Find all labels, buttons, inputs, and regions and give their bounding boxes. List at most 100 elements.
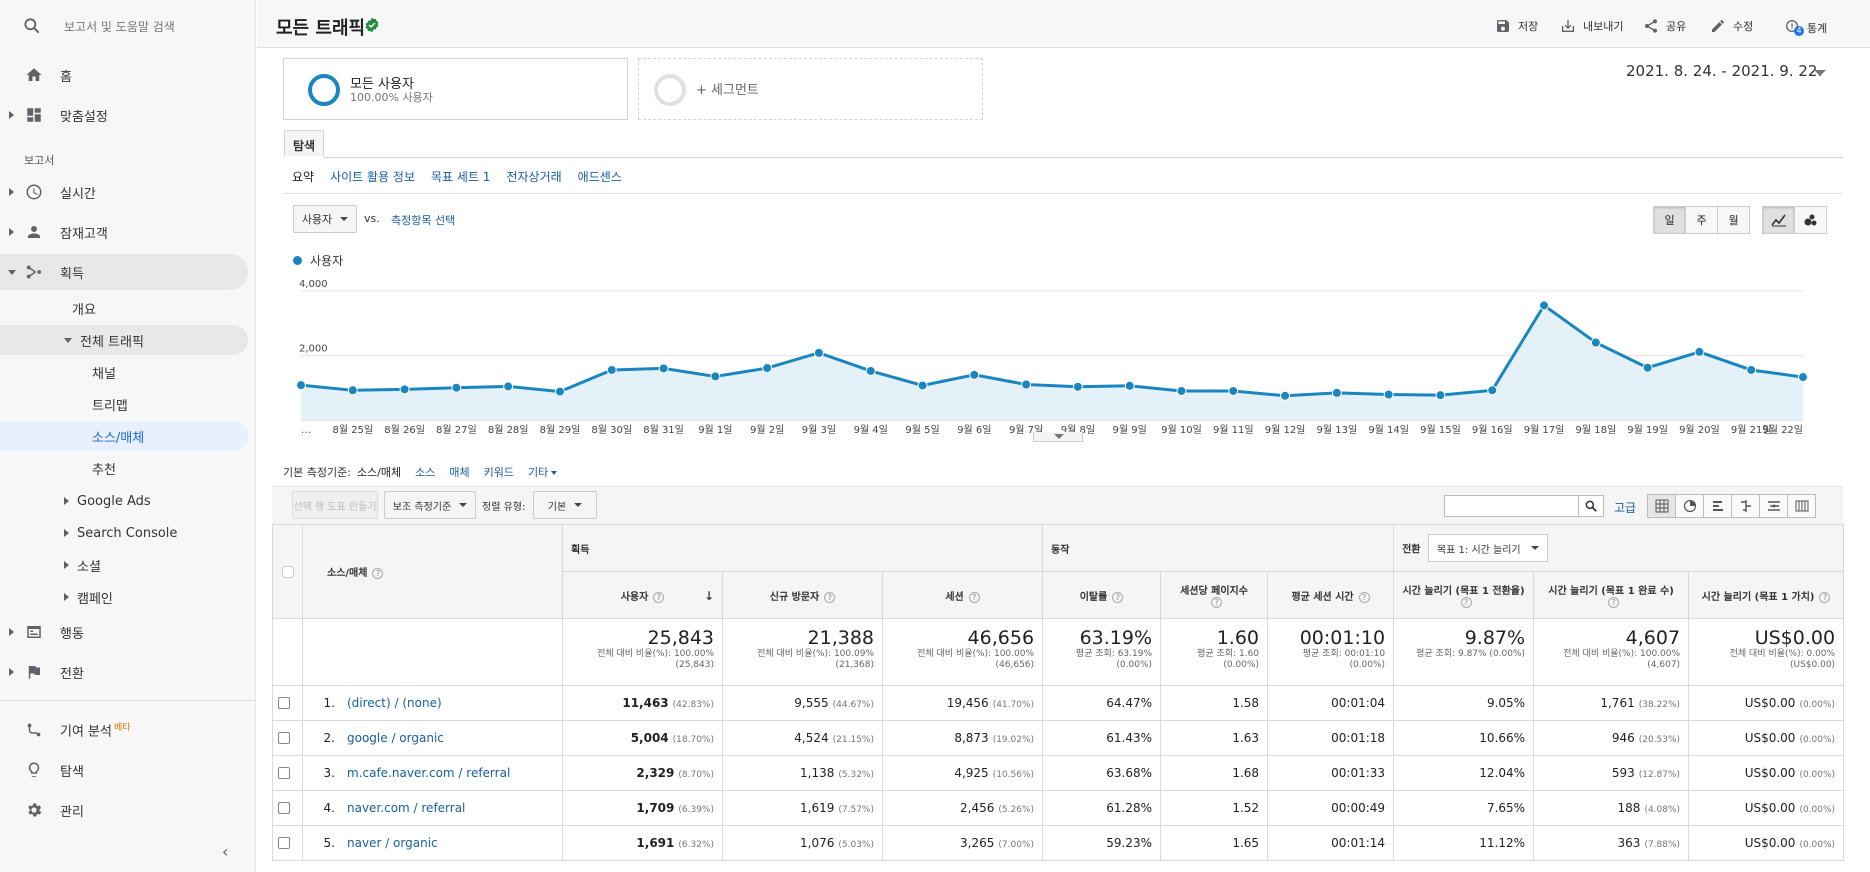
nav-campaigns[interactable]: 캠페인 — [64, 582, 113, 612]
save-button[interactable]: 저장 — [1495, 18, 1538, 34]
collapse-sidebar-button[interactable]: ‹ — [222, 842, 228, 861]
nav-search-console[interactable]: Search Console — [64, 518, 177, 548]
day-button[interactable]: 일 — [1653, 206, 1686, 234]
source-medium-link[interactable]: naver / organic — [347, 836, 438, 850]
metric-dropdown[interactable]: 사용자 — [293, 205, 357, 233]
nav-social[interactable]: 소셜 — [64, 550, 101, 580]
export-button[interactable]: 내보내기 — [1560, 18, 1623, 34]
pivot-view-button[interactable] — [1787, 494, 1816, 518]
col-goal-conversion-rate[interactable]: 시간 늘리기 (목표 1 전환율)? — [1394, 572, 1534, 619]
dimension-medium[interactable]: 매체 — [449, 464, 469, 480]
source-medium-link[interactable]: m.cafe.naver.com / referral — [347, 766, 510, 780]
share-button[interactable]: 공유 — [1643, 18, 1686, 34]
nav-acquisition[interactable]: 획득 — [0, 254, 248, 290]
help-icon[interactable]: ? — [1112, 592, 1123, 603]
nav-conversions[interactable]: 전환 — [0, 654, 248, 690]
edit-button[interactable]: 수정 — [1710, 18, 1753, 34]
col-sessions[interactable]: 세션? — [883, 572, 1043, 619]
subtabs: 요약 사이트 활용 정보 목표 세트 1 전자상거래 애드센스 — [292, 168, 622, 185]
row-checkbox[interactable] — [278, 837, 290, 849]
sort-type-dropdown[interactable]: 기본 — [533, 491, 597, 519]
secondary-dimension-dropdown[interactable]: 보조 측정기준 — [384, 491, 476, 519]
help-icon[interactable]: ? — [1819, 592, 1830, 603]
tab-explore[interactable]: 탐색 — [284, 130, 324, 158]
nav-attribution[interactable]: 기여 분석 베타 — [0, 712, 248, 748]
row-checkbox[interactable] — [278, 802, 290, 814]
nav-treemap[interactable]: 트리맵 — [92, 389, 128, 419]
week-button[interactable]: 주 — [1685, 206, 1718, 234]
nav-behavior[interactable]: 행동 — [0, 614, 248, 650]
help-icon[interactable]: ? — [1461, 597, 1472, 608]
nav-source-medium[interactable]: 소스/매체 — [0, 421, 248, 451]
nav-discover[interactable]: 탐색 — [0, 752, 248, 788]
subtab-summary[interactable]: 요약 — [292, 168, 314, 185]
col-pages-per-session[interactable]: 세션당 페이지수? — [1161, 572, 1268, 619]
segment-all-users[interactable]: 모든 사용자 100.00% 사용자 — [283, 58, 628, 120]
table-search-button[interactable] — [1578, 495, 1604, 517]
comparison-view-button[interactable] — [1731, 494, 1760, 518]
help-icon[interactable]: ? — [1211, 597, 1222, 608]
goal-dropdown[interactable]: 목표 1: 시간 늘리기 — [1428, 534, 1548, 562]
chevron-down-icon[interactable] — [1814, 70, 1826, 76]
table-search-input[interactable] — [1444, 495, 1579, 517]
plot-rows-button[interactable]: 선택 행 도표 만들기 — [292, 491, 378, 519]
goal-value-cell: US$0.00 (0.00%) — [1689, 791, 1844, 826]
data-view-button[interactable] — [1647, 494, 1676, 518]
nav-all-traffic[interactable]: 전체 트래픽 — [0, 325, 248, 355]
subtab-adsense[interactable]: 애드센스 — [578, 168, 622, 185]
help-icon[interactable]: ? — [1608, 597, 1619, 608]
subtab-ecommerce[interactable]: 전자상거래 — [506, 168, 561, 185]
subtab-site-usage[interactable]: 사이트 활용 정보 — [330, 168, 415, 185]
help-icon[interactable]: ? — [1359, 592, 1370, 603]
nav-audience[interactable]: 잠재고객 — [0, 214, 248, 250]
advanced-filter-link[interactable]: 고급 — [1614, 499, 1636, 516]
dimension-other-dropdown[interactable]: 기타 — [528, 464, 557, 480]
data-point — [1384, 390, 1393, 399]
dimension-header[interactable]: 소스/매체? — [303, 525, 563, 619]
add-segment-button[interactable]: + 세그먼트 — [638, 58, 983, 120]
help-icon[interactable]: ? — [969, 592, 980, 603]
insights-button[interactable]: 4 통계 — [1784, 18, 1827, 37]
total-value: US$0.00 — [1693, 627, 1835, 649]
dimension-keyword[interactable]: 키워드 — [484, 464, 514, 480]
term-cloud-view-button[interactable] — [1759, 494, 1788, 518]
performance-view-button[interactable] — [1703, 494, 1732, 518]
col-new-users[interactable]: 신규 방문자? — [723, 572, 883, 619]
chart-resize-handle[interactable] — [1033, 432, 1083, 442]
nav-customization[interactable]: 맞춤설정 — [0, 97, 248, 133]
line-chart-button[interactable] — [1762, 206, 1795, 234]
col-goal-value[interactable]: 시간 늘리기 (목표 1 가치)? — [1689, 572, 1844, 619]
dimension-source[interactable]: 소스 — [415, 464, 435, 480]
help-icon[interactable]: ? — [824, 592, 835, 603]
month-button[interactable]: 월 — [1717, 206, 1750, 234]
percentage-view-button[interactable] — [1675, 494, 1704, 518]
source-medium-link[interactable]: (direct) / (none) — [347, 696, 442, 710]
subtab-goal-set-1[interactable]: 목표 세트 1 — [431, 168, 490, 185]
nav-home[interactable]: 홈 — [0, 57, 248, 93]
row-checkbox[interactable] — [278, 767, 290, 779]
col-goal-completions[interactable]: 시간 늘리기 (목표 1 완료 수)? — [1534, 572, 1689, 619]
col-bounce-rate[interactable]: 이탈률? — [1043, 572, 1161, 619]
row-checkbox[interactable] — [278, 732, 290, 744]
source-medium-link[interactable]: naver.com / referral — [347, 801, 465, 815]
row-checkbox[interactable] — [278, 697, 290, 709]
col-users[interactable]: 사용자? ↓ — [563, 572, 723, 619]
data-point — [452, 383, 461, 392]
sidebar-search[interactable]: 보고서 및 도움말 검색 — [0, 0, 255, 52]
nav-referrals[interactable]: 추천 — [92, 453, 116, 483]
nav-channels[interactable]: 채널 — [92, 357, 116, 387]
motion-chart-button[interactable] — [1794, 206, 1827, 234]
help-icon[interactable]: ? — [653, 592, 664, 603]
nav-realtime[interactable]: 실시간 — [0, 174, 248, 210]
y-tick-label: 2,000 — [299, 343, 328, 354]
nav-admin[interactable]: 관리 — [0, 792, 248, 828]
nav-overview[interactable]: 개요 — [72, 293, 96, 323]
person-icon — [24, 222, 44, 242]
select-metric-link[interactable]: 측정항목 선택 — [391, 212, 455, 228]
source-medium-link[interactable]: google / organic — [347, 731, 444, 745]
col-avg-session-duration[interactable]: 평균 세션 시간? — [1268, 572, 1394, 619]
select-all-checkbox[interactable] — [282, 566, 294, 578]
nav-google-ads[interactable]: Google Ads — [64, 486, 151, 516]
date-range-picker[interactable]: 2021. 8. 24. - 2021. 9. 22. — [1626, 62, 1822, 80]
help-icon[interactable]: ? — [372, 568, 383, 579]
